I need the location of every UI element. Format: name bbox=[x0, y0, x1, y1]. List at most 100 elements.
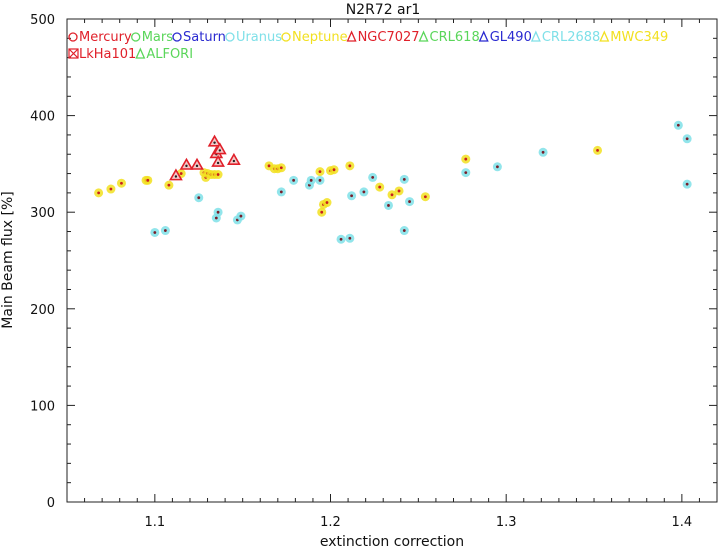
legend-symbol-mars bbox=[131, 32, 141, 42]
y-tick-label: 300 bbox=[30, 206, 55, 221]
data-point-center bbox=[408, 200, 411, 203]
data-point-center bbox=[167, 183, 171, 187]
legend-label-mars: Mars bbox=[142, 30, 174, 45]
data-point-center bbox=[423, 195, 427, 199]
legend-symbol-crl2688 bbox=[530, 30, 541, 42]
data-point-center bbox=[496, 165, 499, 169]
legend-symbol-neptune bbox=[281, 32, 291, 42]
data-point-center bbox=[216, 161, 220, 165]
data-point-ngc7027 bbox=[190, 157, 204, 170]
data-point-center bbox=[397, 189, 401, 193]
data-point-center bbox=[318, 170, 322, 174]
legend-label-neptune: Neptune bbox=[292, 30, 348, 45]
data-point-center bbox=[163, 229, 167, 232]
data-point-center bbox=[109, 187, 113, 191]
legend-symbol-lkha101 bbox=[68, 48, 79, 59]
y-tick-label: 100 bbox=[30, 399, 55, 414]
data-point-center bbox=[320, 210, 324, 214]
data-point-center bbox=[350, 194, 353, 198]
data-point-center bbox=[318, 178, 322, 182]
legend-label-crl2688: CRL2688 bbox=[542, 30, 600, 45]
data-point-center bbox=[348, 236, 352, 240]
x-tick-label: 1.3 bbox=[496, 515, 517, 530]
data-point-center bbox=[279, 190, 283, 194]
legend-symbol-gl490 bbox=[478, 30, 489, 42]
legend-symbol-mercury bbox=[68, 32, 78, 42]
data-point-center bbox=[387, 204, 390, 207]
data-point-center bbox=[267, 164, 271, 168]
x-tick-label: 1.4 bbox=[672, 515, 693, 530]
legend-symbol-mwc349 bbox=[599, 30, 610, 42]
data-point-center bbox=[218, 149, 222, 152]
data-point-center bbox=[197, 196, 201, 200]
legend: Mercury Mars Saturn Uranus Neptune NGC7027 CRL… bbox=[68, 30, 668, 62]
plot-frame bbox=[66, 18, 718, 503]
data-point-center bbox=[153, 231, 157, 234]
data-point-center bbox=[216, 210, 220, 214]
data-point-center bbox=[195, 164, 199, 168]
legend-label-lkha101: LkHa101 bbox=[79, 47, 136, 62]
y-axis: 0 100 200 300 400 500 bbox=[30, 13, 717, 511]
x-axis: 1.1 1.2 1.3 1.4 bbox=[66, 19, 718, 530]
data-point-center bbox=[214, 216, 218, 220]
data-point-center bbox=[596, 148, 599, 152]
y-tick-label: 400 bbox=[30, 110, 55, 125]
data-points bbox=[94, 120, 692, 244]
data-point-ngc7027 bbox=[227, 152, 241, 165]
data-point-ngc7027 bbox=[207, 134, 222, 147]
data-point-center bbox=[332, 168, 336, 172]
data-point-center bbox=[309, 178, 313, 182]
y-tick-label: 0 bbox=[47, 496, 55, 511]
data-point-ngc7027 bbox=[211, 154, 225, 167]
legend-label-ngc7027: NGC7027 bbox=[358, 30, 420, 45]
legend-symbol-saturn bbox=[172, 32, 182, 42]
data-point-center bbox=[213, 141, 216, 144]
y-axis-title: Main Beam flux [%] bbox=[0, 191, 16, 328]
data-point-ngc7027 bbox=[212, 142, 227, 155]
data-point-center bbox=[464, 157, 468, 161]
data-point-center bbox=[279, 166, 283, 170]
x-tick-label: 1.2 bbox=[320, 515, 341, 530]
data-point-center bbox=[185, 164, 188, 168]
data-point-center bbox=[541, 150, 545, 154]
data-point-center bbox=[174, 175, 178, 178]
data-point-center bbox=[120, 181, 123, 185]
data-point-center bbox=[685, 182, 689, 186]
data-point-center bbox=[146, 178, 150, 182]
legend-label-gl490: GL490 bbox=[490, 30, 532, 45]
legend-label-saturn: Saturn bbox=[183, 30, 226, 45]
data-point-center bbox=[97, 191, 101, 195]
x-tick-label: 1.1 bbox=[144, 515, 165, 530]
data-point-center bbox=[216, 173, 220, 176]
data-point-center bbox=[348, 164, 352, 168]
data-point-center bbox=[676, 123, 680, 127]
legend-symbol-uranus bbox=[225, 32, 235, 42]
data-point-center bbox=[362, 190, 366, 194]
data-point-center bbox=[378, 185, 382, 189]
data-point-center bbox=[464, 171, 468, 174]
y-tick-label: 500 bbox=[30, 13, 55, 28]
data-point-center bbox=[371, 176, 375, 179]
chart-title: N2R72 ar1 bbox=[346, 2, 421, 18]
legend-symbol-alfori bbox=[135, 47, 146, 59]
data-point-center bbox=[339, 237, 343, 241]
data-point-center bbox=[685, 137, 689, 141]
x-axis-title: extinction correction bbox=[320, 534, 464, 550]
data-point-center bbox=[325, 201, 329, 204]
y-tick-label: 200 bbox=[30, 303, 55, 318]
data-point-center bbox=[390, 193, 394, 197]
legend-label-mwc349: MWC349 bbox=[610, 30, 668, 45]
data-point-center bbox=[179, 172, 183, 175]
legend-symbol-ngc7027 bbox=[346, 30, 357, 42]
data-point-center bbox=[292, 178, 296, 182]
legend-symbol-lkha101 bbox=[68, 48, 79, 59]
legend-symbol-crl618 bbox=[418, 30, 429, 42]
legend-label-uranus: Uranus bbox=[236, 30, 282, 45]
legend-label-crl618: CRL618 bbox=[430, 30, 480, 45]
data-point-center bbox=[402, 177, 406, 181]
data-point-center bbox=[239, 214, 243, 218]
legend-label-mercury: Mercury bbox=[79, 30, 132, 45]
data-point-ngc7027 bbox=[179, 157, 194, 170]
data-point-center bbox=[232, 159, 236, 163]
